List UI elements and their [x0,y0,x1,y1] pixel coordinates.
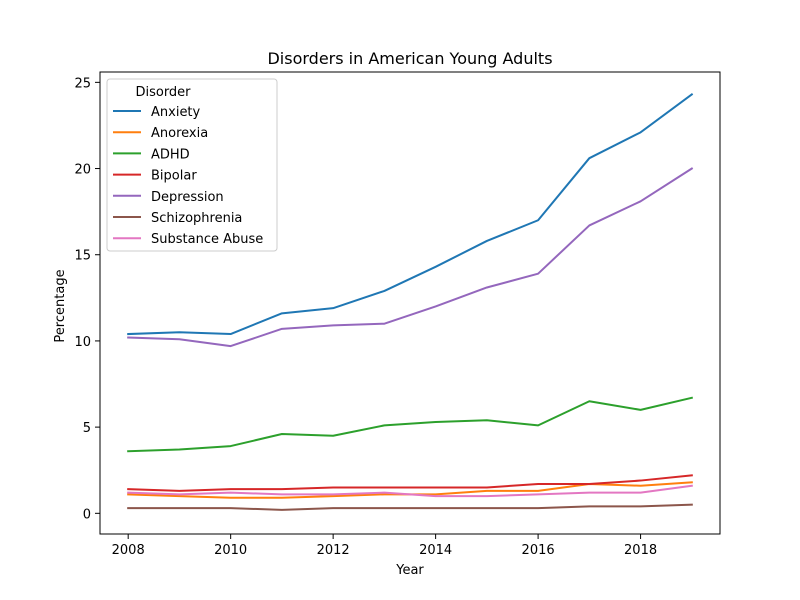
legend-label-anxiety: Anxiety [151,105,201,120]
x-axis-label: Year [395,563,424,578]
legend-label-schizophrenia: Schizophrenia [151,211,242,226]
series-line-adhd [127,396,694,453]
x-tick-label: 2008 [112,543,145,558]
y-tick-label: 15 [74,249,91,264]
series-line-schizophrenia [127,503,693,511]
y-axis-label: Percentage [53,269,68,342]
y-tick-label: 10 [74,335,91,350]
legend-label-anorexia: Anorexia [151,126,208,141]
x-tick-label: 2010 [214,543,247,558]
plot-frame [99,71,721,535]
series-line-anxiety [127,93,694,336]
legend: Disorder Anxiety Anorexia ADHD Bipolar Depres… [106,78,278,252]
y-tick-label: 20 [74,163,91,178]
y-tick-label: 0 [83,507,91,522]
legend-label-substance-abuse: Substance Abuse [151,232,263,247]
legend-box [106,78,278,252]
series-line-depression [127,167,694,348]
plot-area: 2008 2010 2012 2014 2016 2018 0 5 10 15 20 25 [74,71,721,558]
x-tick-label: 2014 [419,543,452,558]
series-line-substance-abuse [127,484,693,498]
legend-label-adhd: ADHD [151,147,190,162]
x-tick-label: 2016 [522,543,555,558]
legend-label-bipolar: Bipolar [151,169,197,184]
legend-title: Disorder [135,85,191,100]
legend-label-depression: Depression [151,190,224,205]
y-tick-label: 5 [83,421,91,436]
chart-title: Disorders in American Young Adults [267,49,552,68]
x-tick-label: 2012 [317,543,350,558]
x-tick-label: 2018 [624,543,657,558]
series-line-bipolar [127,474,693,492]
y-tick-label: 25 [74,76,91,91]
